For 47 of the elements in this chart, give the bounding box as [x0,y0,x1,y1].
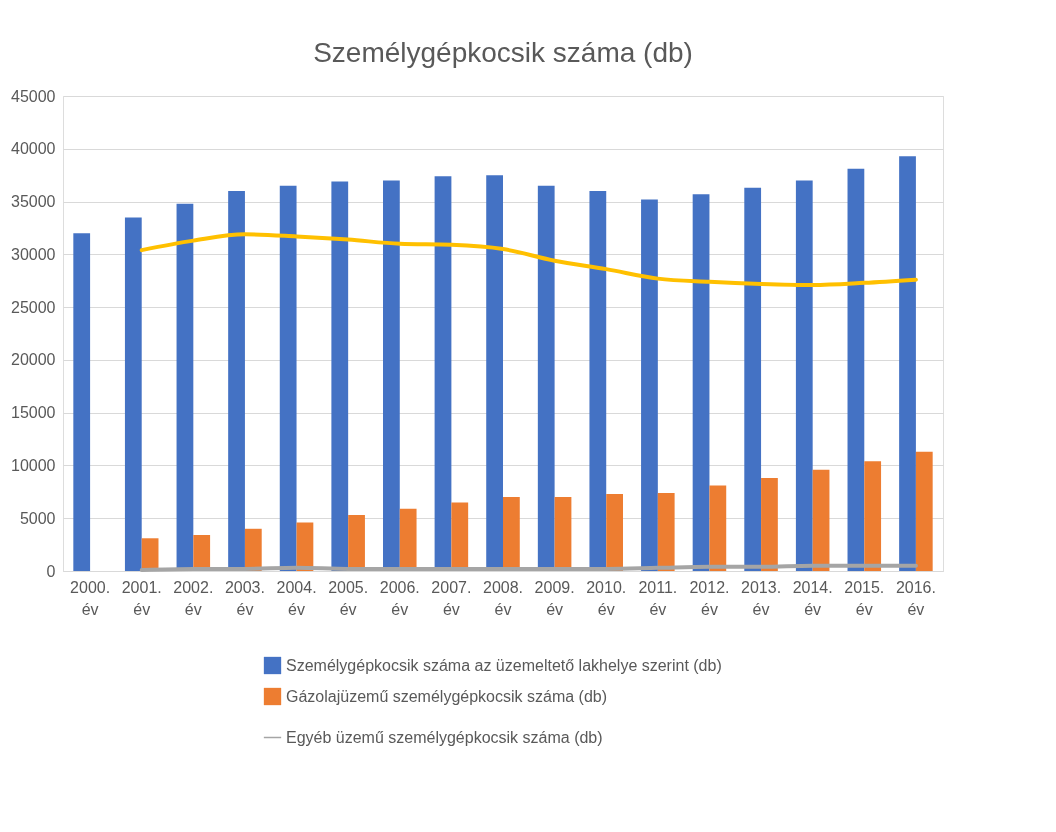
bar [899,156,916,571]
bar [812,469,830,571]
y-tick-label: 45000 [11,87,56,105]
x-tick-label: 2007. év [431,578,472,618]
x-tick-label: 2015. év [844,578,885,618]
y-tick-label: 0 [46,562,56,580]
line-series [139,232,918,287]
bar [657,492,675,571]
bar [73,233,91,571]
x-tick-label: 2009. év [534,578,575,618]
chart-title: Személygépkocsik száma (db) [313,37,693,68]
bar [692,194,710,571]
y-tick-label: 20000 [11,351,56,369]
x-tick-label: 2002. év [173,578,214,618]
bar [761,478,778,571]
bar [795,180,813,571]
bar [709,485,727,571]
y-tick-label: 5000 [19,509,56,527]
bar [847,168,865,571]
y-tick-label: 35000 [11,193,56,211]
x-tick-label: 2003. év [224,578,265,618]
y-tick-label: 25000 [11,298,56,316]
x-tick-label: 2006. év [379,578,420,618]
bar [864,461,882,571]
bar [641,199,658,571]
bar [124,217,142,571]
bar [744,187,762,571]
x-tick-label: 2016. év [895,578,936,618]
legend-label: Gázolajüzemű személygépkocsik száma (db) [286,687,608,705]
x-tick-label: 2001. év [121,578,162,618]
legend-label: Egyéb üzemű személygépkocsik száma (db) [286,728,603,746]
legend-label: Személygépkocsik száma az üzemeltető lakhelye szerint (db) [286,656,722,674]
bar [915,451,933,571]
x-tick-label: 2014. év [792,578,833,618]
y-tick-label: 40000 [11,140,56,158]
x-tick-label: 2012. év [689,578,730,618]
x-tick-label: 2008. év [482,578,524,618]
x-tick-label: 2000. év [70,578,111,618]
x-tick-label: 2011. év [638,578,678,618]
y-tick-label: 30000 [11,245,56,263]
y-tick-label: 10000 [11,456,56,474]
x-tick-label: 2013. év [741,578,782,618]
y-tick-label: 15000 [11,404,56,422]
x-tick-label: 2005. év [328,578,369,618]
x-tick-label: 2010. év [586,578,627,618]
bar [279,185,297,571]
x-tick-label: 2004. év [276,578,317,618]
